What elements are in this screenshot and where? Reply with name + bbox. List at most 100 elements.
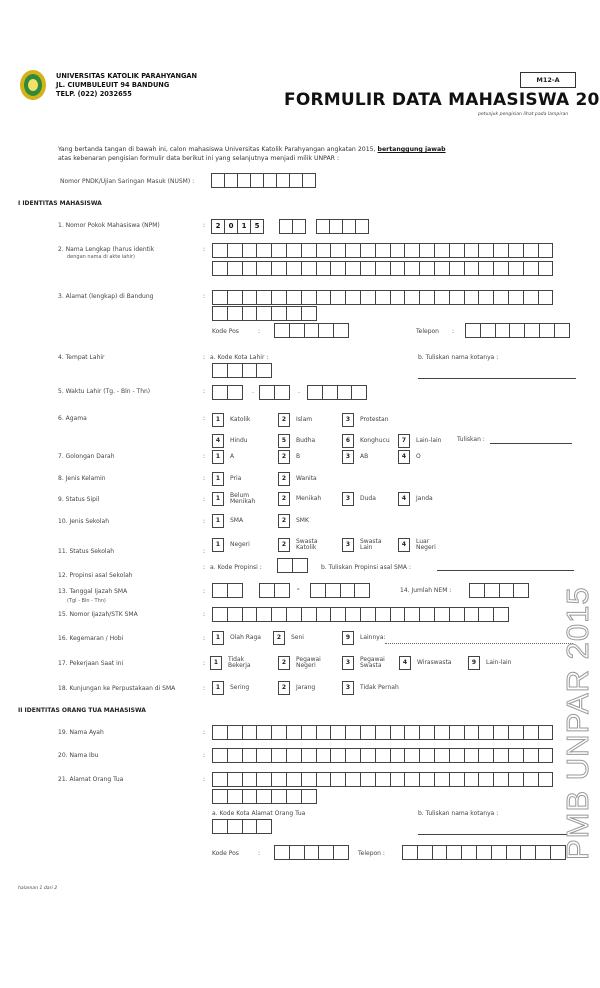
option-checkbox[interactable]: 5 [278,434,290,448]
char-box[interactable] [241,363,258,378]
char-box[interactable] [273,385,290,400]
char-box[interactable] [330,725,347,740]
status-sekolah-option[interactable]: 2 Swasta Katolik [278,538,326,552]
char-box[interactable] [285,607,302,622]
pekerjaan-option[interactable]: 1 Tidak Bekerja [210,656,258,670]
npm-input-1[interactable] [279,219,306,234]
char-box[interactable] [263,173,277,188]
char-box[interactable] [448,772,465,787]
char-box[interactable] [324,583,341,598]
char-box[interactable] [330,607,347,622]
char-box[interactable] [273,583,290,598]
option-checkbox[interactable]: 1 [212,472,224,486]
char-box[interactable] [303,323,320,338]
char-box[interactable] [479,323,496,338]
char-box[interactable] [354,583,371,598]
char-box[interactable] [256,243,273,258]
char-box[interactable] [433,607,450,622]
char-box[interactable] [433,261,450,276]
alamat-input-2[interactable] [212,306,317,321]
agama-option[interactable]: 5 Budha [278,434,315,448]
char-box[interactable] [475,845,492,860]
char-box[interactable] [507,772,524,787]
char-box[interactable] [419,607,435,622]
char-box[interactable] [291,558,308,573]
char-box[interactable] [285,772,302,787]
char-box[interactable] [345,772,361,787]
char-box[interactable] [300,725,317,740]
char-box[interactable] [493,290,509,305]
char-box[interactable] [226,772,243,787]
agama-option[interactable]: 4 Hindu [212,434,248,448]
char-box[interactable] [389,748,406,763]
option-checkbox[interactable]: 9 [468,656,480,670]
char-box[interactable] [259,583,275,598]
char-box[interactable] [226,748,243,763]
option-checkbox[interactable]: 4 [398,450,410,464]
char-box[interactable] [342,219,356,234]
char-box[interactable] [374,261,391,276]
char-box[interactable] [389,607,406,622]
char-box[interactable] [402,845,418,860]
char-box[interactable] [288,845,305,860]
option-checkbox[interactable]: 2 [273,631,285,645]
char-box[interactable] [520,845,537,860]
char-box[interactable] [419,725,435,740]
char-box[interactable] [300,261,317,276]
char-box[interactable] [271,772,287,787]
pekerjaan-option[interactable]: 3 Pegawai Swasta [342,656,390,670]
char-box[interactable] [448,261,465,276]
option-checkbox[interactable]: 1 [212,413,224,427]
char-box[interactable] [300,306,317,321]
char-box[interactable] [212,290,228,305]
char-box[interactable] [507,725,524,740]
char-box[interactable] [463,290,480,305]
char-box[interactable] [241,243,258,258]
char-box[interactable] [433,243,450,258]
option-checkbox[interactable]: 3 [342,538,354,552]
char-box[interactable] [256,748,273,763]
char-box[interactable] [315,725,332,740]
telepon-ortu-input[interactable] [402,845,566,860]
char-box[interactable] [493,261,509,276]
option-checkbox[interactable]: 2 [278,656,290,670]
char-box[interactable] [289,173,303,188]
char-box[interactable] [433,748,450,763]
hobi-option[interactable]: 2 Seni [273,631,304,645]
char-box[interactable] [478,725,495,740]
char-box[interactable] [315,748,332,763]
char-box[interactable] [336,385,353,400]
agama-option[interactable]: 1 Katolik [212,413,250,427]
char-box[interactable] [256,363,273,378]
char-box[interactable] [333,323,349,338]
char-box[interactable] [498,583,515,598]
char-box[interactable] [256,772,273,787]
char-box[interactable] [315,290,332,305]
char-box[interactable] [433,725,450,740]
hobi-lainnya-input[interactable] [385,643,573,644]
agama-option[interactable]: 3 Protestan [342,413,389,427]
char-box[interactable] [374,290,391,305]
char-box[interactable] [433,772,450,787]
char-box[interactable] [285,261,302,276]
char-box[interactable] [478,243,495,258]
char-box[interactable] [271,243,287,258]
char-box[interactable] [241,261,258,276]
kode-pos-ortu-input[interactable] [274,845,349,860]
char-box[interactable] [374,748,391,763]
char-box[interactable] [329,219,343,234]
char-box[interactable] [448,748,465,763]
pekerjaan-option[interactable]: 4 Wiraswasta [399,656,451,670]
ijazah-thn-input[interactable] [310,583,371,598]
char-box[interactable] [212,607,228,622]
char-box[interactable] [493,748,509,763]
char-box[interactable] [463,725,480,740]
char-box[interactable] [241,290,258,305]
char-box[interactable] [300,290,317,305]
char-box[interactable] [490,845,507,860]
char-box[interactable] [431,845,448,860]
char-box[interactable] [256,607,273,622]
char-box[interactable] [433,290,450,305]
alamat-input-1[interactable] [212,290,554,305]
